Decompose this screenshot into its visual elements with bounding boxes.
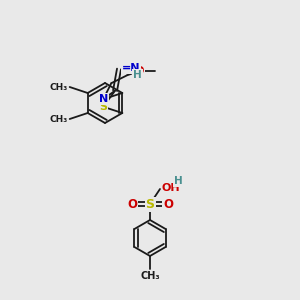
Text: O: O	[135, 66, 144, 76]
Text: =N: =N	[122, 63, 140, 73]
Text: OH: OH	[162, 183, 181, 193]
Text: S: S	[99, 102, 107, 112]
Text: N: N	[99, 94, 108, 104]
Text: H: H	[174, 176, 183, 186]
Text: CH₃: CH₃	[50, 82, 68, 91]
Text: O: O	[127, 197, 137, 211]
Text: S: S	[146, 197, 154, 211]
Text: H: H	[133, 70, 142, 80]
Text: O: O	[163, 197, 173, 211]
Text: CH₃: CH₃	[140, 271, 160, 281]
Text: CH₃: CH₃	[50, 115, 68, 124]
